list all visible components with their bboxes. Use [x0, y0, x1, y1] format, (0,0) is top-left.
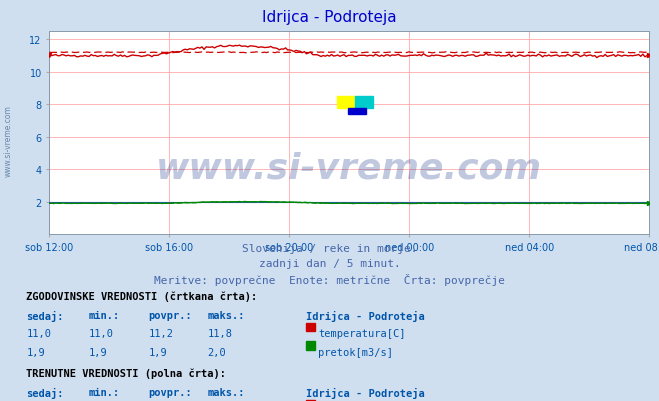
Text: pretok[m3/s]: pretok[m3/s]: [318, 347, 393, 357]
Text: 11,0: 11,0: [26, 328, 51, 338]
Text: Idrijca - Podroteja: Idrijca - Podroteja: [306, 310, 425, 321]
Bar: [348, 109, 366, 115]
Text: 1,9: 1,9: [148, 347, 167, 357]
Text: 2,0: 2,0: [208, 347, 226, 357]
Text: zadnji dan / 5 minut.: zadnji dan / 5 minut.: [258, 259, 401, 269]
Text: maks.:: maks.:: [208, 387, 245, 397]
Text: sedaj:: sedaj:: [26, 310, 64, 321]
Text: povpr.:: povpr.:: [148, 310, 192, 320]
Text: www.si-vreme.com: www.si-vreme.com: [3, 105, 13, 176]
Text: min.:: min.:: [89, 387, 120, 397]
Text: 11,2: 11,2: [148, 328, 173, 338]
Text: temperatura[C]: temperatura[C]: [318, 328, 406, 338]
Text: Idrijca - Podroteja: Idrijca - Podroteja: [262, 10, 397, 25]
Text: Idrijca - Podroteja: Idrijca - Podroteja: [306, 387, 425, 398]
Text: TRENUTNE VREDNOSTI (polna črta):: TRENUTNE VREDNOSTI (polna črta):: [26, 368, 226, 378]
Text: ZGODOVINSKE VREDNOSTI (črtkana črta):: ZGODOVINSKE VREDNOSTI (črtkana črta):: [26, 291, 258, 301]
Text: povpr.:: povpr.:: [148, 387, 192, 397]
Text: sedaj:: sedaj:: [26, 387, 64, 398]
Text: 11,0: 11,0: [89, 328, 114, 338]
Text: 1,9: 1,9: [89, 347, 107, 357]
Bar: [355, 97, 373, 109]
Text: www.si-vreme.com: www.si-vreme.com: [156, 151, 542, 185]
Text: Slovenija / reke in morje.: Slovenija / reke in morje.: [242, 243, 417, 253]
Text: 11,8: 11,8: [208, 328, 233, 338]
Text: Meritve: povprečne  Enote: metrične  Črta: povprečje: Meritve: povprečne Enote: metrične Črta:…: [154, 273, 505, 286]
Text: 1,9: 1,9: [26, 347, 45, 357]
Bar: [337, 97, 355, 109]
Text: min.:: min.:: [89, 310, 120, 320]
Text: maks.:: maks.:: [208, 310, 245, 320]
